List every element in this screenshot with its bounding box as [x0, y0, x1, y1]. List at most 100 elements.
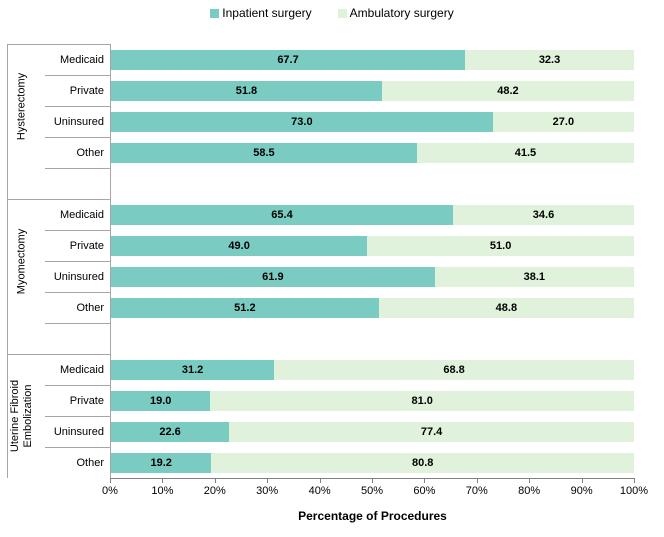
- bar-row: Other 58.5 41.5: [0, 137, 634, 168]
- inpatient-segment: 22.6: [111, 421, 230, 442]
- legend-label: Ambulatory surgery: [349, 6, 454, 20]
- legend-label: Inpatient surgery: [222, 6, 312, 20]
- inpatient-segment: 19.2: [111, 452, 212, 473]
- x-tick: [529, 478, 531, 483]
- category-separator-line: [45, 106, 111, 107]
- ambulatory-segment: 27.0: [492, 111, 634, 132]
- category-separator-line: [45, 416, 111, 417]
- category-separator-line: [45, 447, 111, 448]
- ambulatory-segment: 48.8: [378, 297, 634, 318]
- category-separator-line: [45, 168, 111, 169]
- category-label: Other: [76, 301, 104, 314]
- inpatient-segment: 19.0: [111, 390, 211, 411]
- inpatient-segment: 51.2: [111, 297, 379, 318]
- inpatient-segment: 61.9: [111, 266, 435, 287]
- x-tick: [424, 478, 426, 483]
- x-tick: [267, 478, 269, 483]
- ambulatory-segment: 77.4: [229, 421, 634, 442]
- category-label: Uninsured: [53, 425, 104, 438]
- legend-item-ambulatory: Ambulatory surgery: [337, 6, 454, 20]
- ambulatory-segment: 41.5: [416, 142, 634, 163]
- ambulatory-segment: 48.2: [381, 80, 634, 101]
- category-label: Medicaid: [59, 53, 104, 66]
- stacked-bar: 19.0 81.0: [111, 390, 634, 411]
- category-separator-line: [45, 385, 111, 386]
- x-tick: [476, 478, 478, 483]
- group-separator-line: [7, 354, 111, 355]
- ambulatory-segment: 51.0: [367, 235, 634, 256]
- inpatient-segment: 73.0: [111, 111, 493, 132]
- inpatient-segment: 65.4: [111, 204, 454, 225]
- category-label: Private: [69, 394, 104, 407]
- bar-row: Medicaid 31.2 68.8: [0, 354, 634, 385]
- x-tick-label: 60%: [413, 485, 436, 497]
- category-label: Uninsured: [53, 115, 104, 128]
- category-separator-line: [45, 323, 111, 324]
- bar-row: Private 51.8 48.2: [0, 75, 634, 106]
- category-label: Other: [76, 456, 104, 469]
- x-tick: [214, 478, 216, 483]
- category-separator-line: [45, 292, 111, 293]
- plot-area: Hysterectomy Medicaid 67.7 32.3 Private 51.8 4…: [0, 44, 634, 478]
- ambulatory-segment: 38.1: [434, 266, 634, 287]
- x-tick: [581, 478, 583, 483]
- inpatient-segment: 51.8: [111, 80, 382, 101]
- x-tick-label: 40%: [308, 485, 331, 497]
- bar-row: Uninsured 73.0 27.0: [0, 106, 634, 137]
- group-separator-line: [7, 44, 111, 45]
- ambulatory-segment: 80.8: [211, 452, 634, 473]
- stacked-bar: 65.4 34.6: [111, 204, 634, 225]
- x-tick: [319, 478, 321, 483]
- category-label: Other: [76, 146, 104, 159]
- x-axis-title: Percentage of Procedures: [298, 509, 447, 523]
- x-tick: [162, 478, 164, 483]
- bar-row: Medicaid 67.7 32.3: [0, 44, 634, 75]
- x-tick-label: 0%: [102, 485, 118, 497]
- inpatient-segment: 58.5: [111, 142, 417, 163]
- bar-row: Other 19.2 80.8: [0, 447, 634, 478]
- stacked-bar: 67.7 32.3: [111, 49, 634, 70]
- category-separator-line: [45, 137, 111, 138]
- x-tick: [372, 478, 373, 483]
- ambulatory-segment: 34.6: [453, 204, 634, 225]
- group-label: Myomectomy: [15, 228, 28, 294]
- bar-row: Other 51.2 48.8: [0, 292, 634, 323]
- x-tick-label: 70%: [465, 485, 488, 497]
- procedure-group-0: Hysterectomy Medicaid 67.7 32.3 Private 51.8 4…: [0, 44, 634, 169]
- group-label: Uterine Fibroid Embolization: [9, 379, 34, 453]
- category-separator-line: [45, 230, 111, 231]
- x-tick-label: 100%: [619, 485, 649, 497]
- x-tick-label: 50%: [360, 485, 384, 497]
- x-tick-label: 80%: [518, 485, 541, 497]
- inpatient-segment: 49.0: [111, 235, 368, 256]
- ambulatory-legend-swatch-icon: [337, 8, 347, 18]
- category-separator-line: [45, 75, 111, 76]
- chart-legend: Inpatient surgery Ambulatory surgery: [0, 6, 664, 20]
- stacked-bar: 31.2 68.8: [111, 359, 634, 380]
- stacked-bar: 19.2 80.8: [111, 452, 634, 473]
- stacked-bar: 51.2 48.8: [111, 297, 634, 318]
- category-label: Private: [69, 239, 104, 252]
- ambulatory-segment: 68.8: [274, 359, 634, 380]
- category-outer-border-line: [7, 44, 8, 478]
- inpatient-segment: 31.2: [111, 359, 275, 380]
- group-label: Hysterectomy: [15, 72, 28, 140]
- stacked-bar: 73.0 27.0: [111, 111, 634, 132]
- bar-row: Uninsured 61.9 38.1: [0, 261, 634, 292]
- x-tick: [634, 478, 635, 483]
- procedure-group-1: Myomectomy Medicaid 65.4 34.6 Private 49.0 51.…: [0, 199, 634, 324]
- legend-item-inpatient: Inpatient surgery: [210, 6, 312, 20]
- category-label: Medicaid: [59, 363, 104, 376]
- inpatient-segment: 67.7: [111, 49, 466, 70]
- ambulatory-segment: 32.3: [465, 49, 634, 70]
- x-tick-label: 90%: [570, 485, 593, 497]
- stacked-bar: 51.8 48.2: [111, 80, 634, 101]
- stacked-bar: 58.5 41.5: [111, 142, 634, 163]
- bar-row: Uninsured 22.6 77.4: [0, 416, 634, 447]
- x-tick-label: 30%: [256, 485, 279, 497]
- bar-row: Private 49.0 51.0: [0, 230, 634, 261]
- inpatient-legend-swatch-icon: [210, 8, 220, 18]
- category-label: Uninsured: [53, 270, 104, 283]
- stacked-bar: 22.6 77.4: [111, 421, 634, 442]
